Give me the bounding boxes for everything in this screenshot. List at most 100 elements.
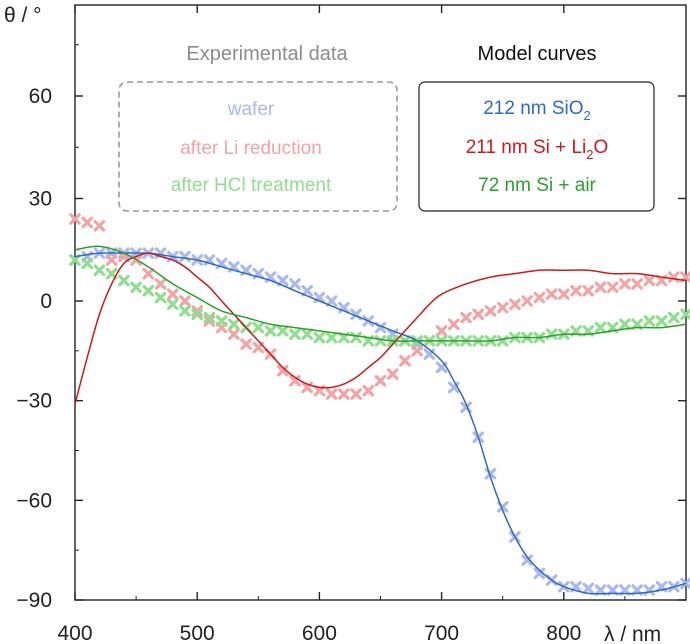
data-point (643, 315, 656, 327)
data-point (680, 308, 690, 321)
data-point (594, 584, 607, 596)
data-point (118, 274, 130, 287)
data-point (179, 250, 191, 263)
data-point (325, 388, 338, 400)
legend-experimental-title: Experimental data (186, 43, 348, 65)
data-point (521, 554, 533, 566)
data-point (374, 374, 387, 387)
legend-entry-sio2-sub: 2 (584, 108, 591, 123)
data-point (374, 335, 387, 347)
data-point (264, 325, 277, 337)
data-point (81, 257, 94, 270)
data-point (338, 388, 350, 400)
legend-entry-wafer: wafer (227, 99, 275, 120)
data-point (179, 305, 191, 317)
y-tick-label: −90 (16, 589, 52, 612)
data-point (166, 298, 179, 311)
x-axis-title: λ / nm (604, 623, 661, 644)
y-tick-label: −30 (16, 390, 52, 413)
data-point (166, 288, 179, 300)
data-point (228, 318, 240, 331)
data-point (215, 315, 228, 327)
legend-entry-li2o-model: 211 nm Si + Li2O (466, 137, 609, 162)
model-curve-72-nm-si-air (74, 245, 687, 342)
data-point (362, 384, 375, 397)
legend-entry-hcl-treatment: after HCl treatment (171, 175, 332, 196)
data-point (631, 278, 643, 290)
data-point (496, 335, 509, 347)
data-point (191, 305, 203, 317)
data-point (289, 374, 301, 387)
data-point (252, 321, 265, 334)
data-point (643, 274, 656, 287)
data-point (533, 567, 546, 580)
y-tick-label: −60 (16, 489, 52, 512)
data-point (289, 328, 301, 341)
data-point (203, 315, 216, 327)
data-point (533, 291, 546, 304)
data-point (496, 301, 509, 314)
y-tick-label: 60 (29, 85, 52, 108)
data-point (399, 355, 411, 367)
data-point (130, 281, 142, 294)
data-point (619, 278, 631, 290)
data-point (386, 368, 399, 380)
legend-model-box (418, 81, 655, 212)
data-point (619, 318, 631, 331)
data-layer (69, 213, 690, 596)
x-tick-label: 700 (424, 622, 459, 644)
x-tick-label: 800 (546, 622, 581, 644)
data-point (521, 295, 533, 307)
legend-entry-li2o-text: 211 nm Si + Li (466, 137, 587, 158)
data-point (105, 267, 118, 280)
legend-model: Model curves 212 nm SiO2 211 nm Si + Li2… (418, 43, 655, 212)
series-after-li-reduction (69, 213, 690, 400)
data-point (301, 284, 313, 297)
data-point (154, 291, 167, 304)
data-point (594, 321, 607, 334)
data-point (350, 331, 362, 344)
data-point (240, 338, 252, 350)
data-point (667, 271, 680, 283)
data-point (558, 288, 570, 300)
data-point (69, 254, 81, 266)
data-point (313, 331, 326, 344)
legend-entry-li-reduction: after Li reduction (180, 138, 322, 159)
y-axis-title: θ / ° (4, 4, 42, 27)
legend-entry-sio2-model: 212 nm SiO2 (483, 98, 591, 123)
data-point (582, 284, 595, 297)
data-point (484, 467, 497, 480)
x-tick-label: 600 (302, 622, 337, 644)
data-point (93, 264, 106, 277)
legend-entry-si-air-model: 72 nm Si + air (478, 175, 596, 196)
data-point (509, 298, 521, 311)
y-tick-label: 30 (29, 188, 52, 211)
legend-experimental-box (118, 81, 398, 212)
data-point (350, 388, 362, 400)
data-point (655, 315, 668, 327)
data-point (276, 325, 289, 337)
x-tick-label: 400 (57, 622, 92, 644)
model-curve-211-nm-si-li2o (74, 252, 687, 405)
data-point (105, 254, 118, 266)
data-point (81, 216, 94, 229)
data-point (472, 308, 485, 321)
data-point (411, 345, 423, 357)
data-point (69, 213, 81, 225)
data-point (545, 328, 558, 341)
data-point (142, 267, 155, 280)
data-point (460, 311, 472, 324)
data-point (594, 281, 607, 294)
legend-entry-li2o-tail: O (594, 137, 609, 158)
data-point (289, 278, 301, 290)
axes-layer (74, 4, 687, 601)
data-point (203, 311, 216, 324)
legend-entry-li2o-sub: 2 (586, 147, 593, 162)
plot-frame (74, 4, 687, 601)
legend-model-title: Model curves (478, 43, 597, 65)
data-point (154, 278, 167, 290)
data-point (570, 284, 582, 297)
data-point (93, 220, 106, 232)
series-after-hcl-treatment (69, 254, 690, 347)
